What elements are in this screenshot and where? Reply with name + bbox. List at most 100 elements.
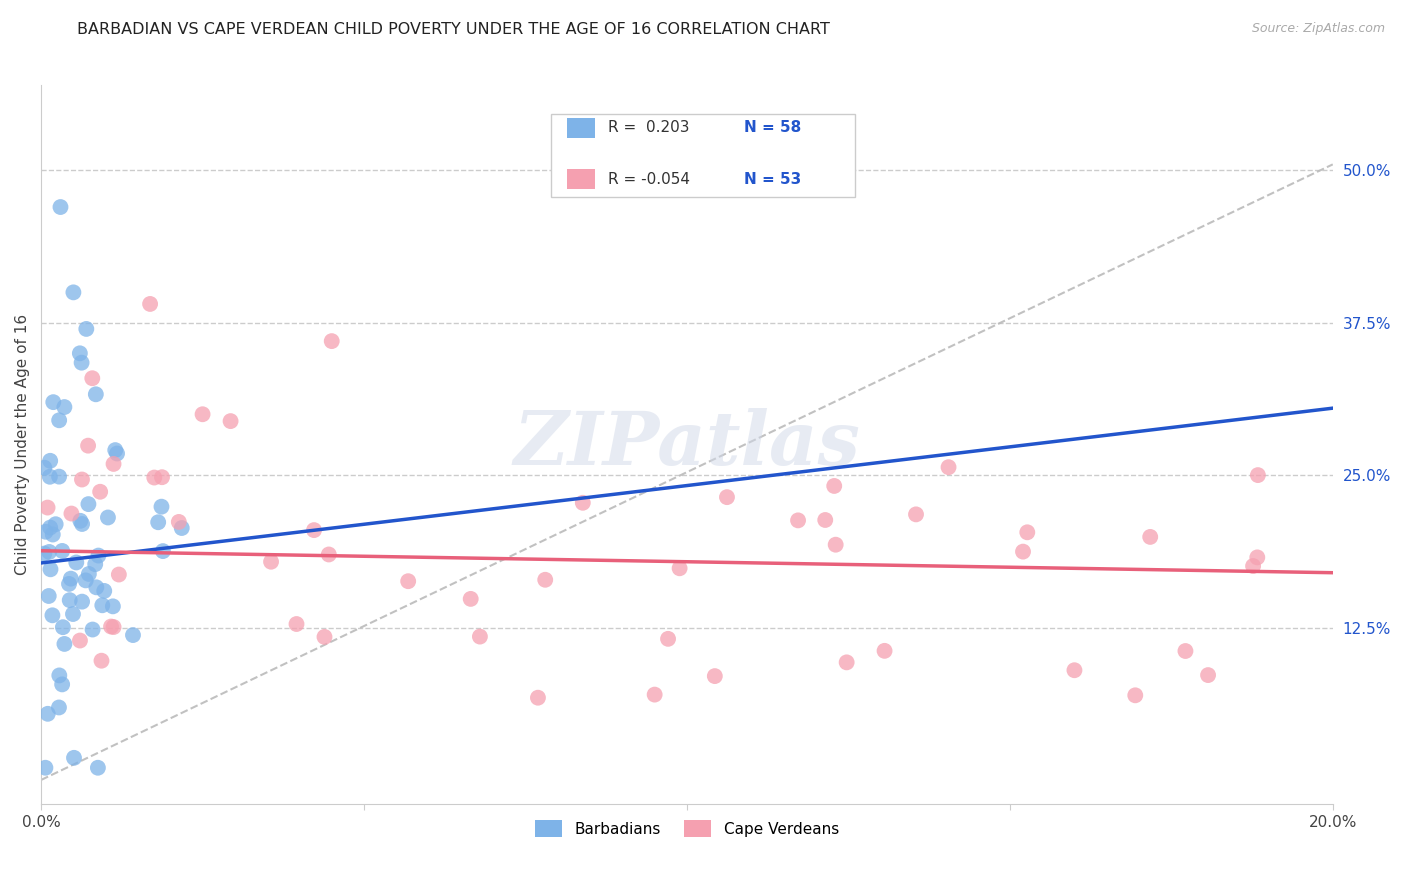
Point <box>668 561 690 575</box>
Point <box>39 520 62 534</box>
Point <box>75 322 97 336</box>
Point <box>39 562 62 576</box>
Point <box>703 669 725 683</box>
Point <box>70 594 93 608</box>
Point <box>396 574 419 589</box>
Point <box>53 637 76 651</box>
Point <box>314 630 336 644</box>
Point <box>787 513 810 527</box>
Point <box>34 761 56 775</box>
FancyBboxPatch shape <box>567 169 595 189</box>
Point <box>69 633 91 648</box>
Point <box>87 549 110 563</box>
Point <box>150 500 173 514</box>
Point <box>468 630 491 644</box>
Point <box>38 545 60 559</box>
Point <box>48 668 70 682</box>
Point <box>285 617 308 632</box>
Point <box>75 574 97 588</box>
Text: ZIPatlas: ZIPatlas <box>513 409 860 481</box>
Point <box>89 484 111 499</box>
Point <box>219 414 242 428</box>
Text: BARBADIAN VS CAPE VERDEAN CHILD POVERTY UNDER THE AGE OF 16 CORRELATION CHART: BARBADIAN VS CAPE VERDEAN CHILD POVERTY … <box>77 22 830 37</box>
Point <box>49 200 72 214</box>
Point <box>938 460 960 475</box>
Point <box>260 555 283 569</box>
Point <box>1012 544 1035 558</box>
Point <box>59 572 82 586</box>
Point <box>45 517 67 532</box>
Point <box>1197 668 1219 682</box>
Point <box>143 470 166 484</box>
Point <box>1247 468 1270 483</box>
Point <box>62 607 84 621</box>
Point <box>1063 663 1085 677</box>
Point <box>42 527 65 541</box>
Point <box>716 490 738 504</box>
Point <box>657 632 679 646</box>
Point <box>152 544 174 558</box>
Point <box>460 591 482 606</box>
Point <box>70 516 93 531</box>
Point <box>84 387 107 401</box>
Point <box>167 515 190 529</box>
Point <box>104 443 127 458</box>
Text: Source: ZipAtlas.com: Source: ZipAtlas.com <box>1251 22 1385 36</box>
Point <box>77 439 100 453</box>
Point <box>37 706 59 721</box>
Point <box>1017 525 1039 540</box>
Point <box>90 654 112 668</box>
Point <box>86 580 108 594</box>
Point <box>302 523 325 537</box>
Point <box>1174 644 1197 658</box>
Point <box>52 620 75 634</box>
Point <box>105 446 128 460</box>
Point <box>873 644 896 658</box>
Text: N = 53: N = 53 <box>744 172 801 186</box>
Point <box>527 690 550 705</box>
Point <box>1139 530 1161 544</box>
Point <box>1246 550 1268 565</box>
Point <box>82 623 104 637</box>
Point <box>58 577 80 591</box>
Point <box>34 460 56 475</box>
Point <box>534 573 557 587</box>
Point <box>1123 688 1146 702</box>
Point <box>38 589 60 603</box>
Point <box>150 470 173 484</box>
Point <box>103 457 125 471</box>
Point <box>191 407 214 421</box>
Point <box>91 599 114 613</box>
Point <box>835 656 858 670</box>
Point <box>148 515 170 529</box>
Point <box>644 688 666 702</box>
Text: N = 58: N = 58 <box>744 120 801 135</box>
Point <box>87 761 110 775</box>
Point <box>318 548 340 562</box>
Point <box>814 513 837 527</box>
Point <box>70 473 93 487</box>
Point <box>63 751 86 765</box>
FancyBboxPatch shape <box>567 118 595 137</box>
Point <box>48 413 70 427</box>
Point <box>65 556 87 570</box>
Point <box>77 566 100 581</box>
Point <box>37 500 59 515</box>
Point <box>53 400 76 414</box>
Point <box>905 508 928 522</box>
Point <box>139 297 162 311</box>
Point <box>70 356 93 370</box>
Y-axis label: Child Poverty Under the Age of 16: Child Poverty Under the Age of 16 <box>15 314 30 575</box>
Point <box>48 469 70 483</box>
Point <box>824 538 846 552</box>
Point <box>59 593 82 607</box>
Point <box>48 700 70 714</box>
Point <box>38 469 60 483</box>
Point <box>82 371 104 385</box>
Point <box>823 479 845 493</box>
Text: R = -0.054: R = -0.054 <box>609 172 690 186</box>
FancyBboxPatch shape <box>551 114 855 196</box>
Point <box>103 620 125 634</box>
Point <box>69 346 91 360</box>
Point <box>62 285 84 300</box>
